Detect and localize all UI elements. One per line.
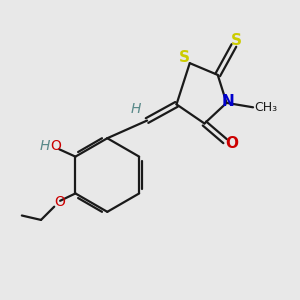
Text: S: S (179, 50, 190, 65)
Text: N: N (222, 94, 234, 109)
Text: H: H (40, 139, 50, 153)
Text: O: O (54, 195, 65, 209)
Text: O: O (50, 139, 61, 153)
Text: S: S (231, 33, 242, 48)
Text: O: O (225, 136, 238, 151)
Text: CH₃: CH₃ (254, 101, 277, 114)
Text: H: H (131, 102, 141, 116)
